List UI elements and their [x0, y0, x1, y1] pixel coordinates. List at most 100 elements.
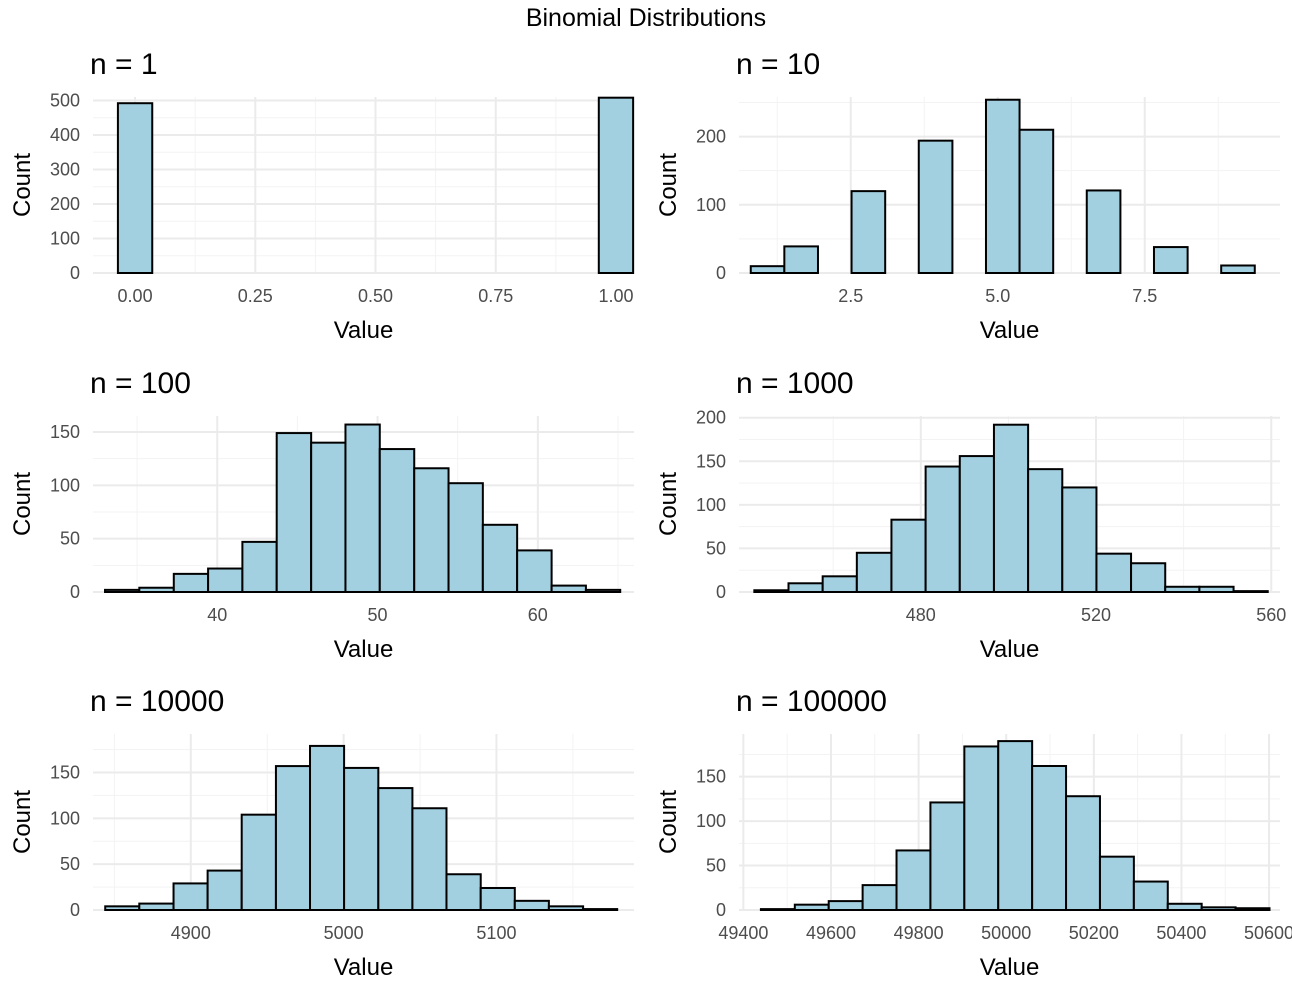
histogram-bar	[206, 869, 243, 911]
y-tick-label: 0	[716, 900, 726, 920]
histogram-bar	[116, 102, 154, 275]
x-tick-label: 50	[368, 605, 388, 625]
histogram-bar	[584, 588, 622, 594]
histogram-bar	[787, 582, 824, 593]
histogram-bar	[1232, 590, 1269, 593]
x-tick-label: 40	[207, 605, 227, 625]
y-tick-label: 0	[716, 263, 726, 283]
x-tick-label: 1.00	[598, 286, 633, 306]
panel-title: n = 100000	[736, 685, 887, 718]
histogram-bar	[1200, 906, 1237, 911]
y-tick-label: 300	[50, 159, 80, 179]
y-tick-label: 200	[696, 408, 726, 428]
histogram-bar	[1152, 246, 1189, 274]
y-tick-label: 50	[706, 538, 726, 558]
histogram-bar	[861, 884, 898, 912]
x-tick-label: 49800	[894, 923, 944, 943]
y-tick-label: 500	[50, 90, 80, 110]
x-tick-label: 50200	[1069, 923, 1119, 943]
y-tick-label: 100	[50, 808, 80, 828]
histogram-bar	[1065, 795, 1101, 911]
histogram-bar	[924, 465, 961, 593]
histogram-bar	[597, 96, 635, 274]
histogram-bar	[917, 139, 954, 274]
histogram-bar	[343, 766, 380, 911]
y-tick-label: 200	[50, 194, 80, 214]
histogram-bar	[963, 745, 1000, 911]
histogram-panel-n100: 0 50 100 150 40 50 60 n = 100 Value Count	[9, 367, 634, 663]
y-tick-label: 0	[70, 900, 80, 920]
histogram-bar	[1098, 855, 1135, 912]
histogram-bar	[310, 441, 347, 593]
y-tick-label: 150	[696, 767, 726, 787]
y-tick-label: 150	[50, 763, 80, 783]
histogram-panel-n10000: 0 50 100 150 4900 5000 5100 n = 10000 Value Count	[9, 685, 634, 981]
histogram-bar	[753, 589, 790, 594]
x-axis-label: Value	[334, 954, 394, 981]
figure-title: Binomial Distributions	[525, 4, 767, 32]
histogram-panel-n1000: 0 50 100 150 200 480 520 560 n = 1000 Value Count	[655, 367, 1286, 663]
histogram-bar	[547, 905, 585, 911]
y-tick-label: 100	[696, 495, 726, 515]
histogram-bar	[1027, 468, 1064, 593]
y-tick-label: 50	[60, 854, 80, 874]
x-axis-label: Value	[980, 636, 1040, 663]
y-tick-label: 100	[50, 228, 80, 248]
histogram-bar	[309, 744, 346, 911]
histogram-bar	[759, 908, 796, 912]
histogram-bar	[1198, 585, 1235, 594]
histogram-bar	[984, 98, 1021, 274]
x-tick-label: 5100	[476, 923, 516, 943]
x-tick-label: 7.5	[1132, 286, 1157, 306]
x-tick-label: 0.50	[358, 286, 393, 306]
x-axis-label: Value	[334, 636, 394, 663]
x-tick-label: 5000	[324, 923, 364, 943]
y-tick-label: 100	[50, 475, 80, 495]
y-tick-label: 150	[50, 422, 80, 442]
panel-title: n = 1	[90, 48, 158, 81]
histogram-bar	[1234, 907, 1271, 912]
histogram-bar	[344, 423, 381, 593]
histogram-bar	[479, 887, 516, 911]
histogram-bar	[378, 448, 416, 593]
x-tick-label: 50400	[1156, 923, 1206, 943]
histogram-bar	[172, 572, 210, 594]
y-axis-label: Count	[655, 153, 682, 217]
x-tick-label: 0.25	[238, 286, 273, 306]
histogram-bar	[1164, 585, 1201, 594]
histogram-bar	[550, 584, 587, 594]
y-tick-label: 200	[696, 127, 726, 147]
histogram-bar	[1061, 486, 1098, 593]
histogram-bar	[1018, 128, 1055, 274]
histogram-bar	[793, 903, 830, 912]
panel-title: n = 100	[90, 367, 191, 400]
histogram-bar	[992, 423, 1030, 593]
histogram-bar	[481, 523, 519, 593]
histogram-bar	[997, 740, 1034, 911]
histogram-bar	[138, 902, 175, 911]
histogram-bar	[413, 467, 450, 593]
histogram-bar	[516, 549, 553, 593]
x-tick-label: 49400	[718, 923, 768, 943]
y-tick-label: 0	[70, 582, 80, 602]
histogram-bar	[138, 586, 175, 594]
x-axis-label: Value	[980, 954, 1040, 981]
y-tick-label: 0	[70, 263, 80, 283]
histogram-bar	[1130, 562, 1167, 594]
histogram-bar	[855, 551, 893, 594]
y-axis-label: Count	[9, 153, 36, 217]
y-tick-label: 50	[706, 856, 726, 876]
x-tick-label: 480	[906, 605, 936, 625]
histogram-panel-n100000: 0 50 100 150 49400 49600 49800 50000 50200 50400 5…	[655, 685, 1292, 981]
x-tick-label: 5.0	[985, 286, 1010, 306]
histogram-bar	[104, 588, 141, 594]
histogram-bar	[958, 455, 995, 593]
histogram-bar	[890, 518, 927, 593]
x-tick-label: 60	[528, 605, 548, 625]
histogram-bar	[1220, 264, 1256, 274]
x-tick-label: 50000	[981, 923, 1031, 943]
histogram-bar	[1095, 552, 1133, 593]
histogram-bar	[929, 801, 966, 911]
histogram-bar	[1031, 765, 1068, 911]
